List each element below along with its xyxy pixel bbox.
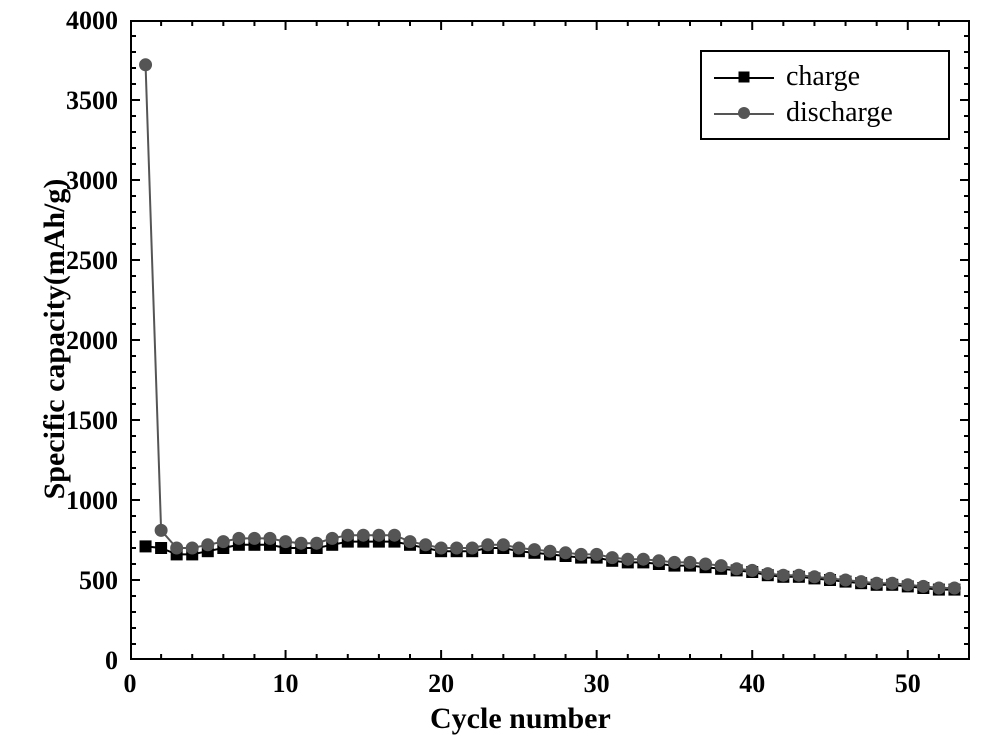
series-marker-discharge xyxy=(840,574,852,586)
legend: charge discharge xyxy=(700,50,950,140)
series-marker-discharge xyxy=(637,553,649,565)
series-marker-discharge xyxy=(560,547,572,559)
y-tick-label: 2000 xyxy=(66,326,118,355)
y-tick-label: 3000 xyxy=(66,166,118,195)
series-marker-discharge xyxy=(513,542,525,554)
series-marker-discharge xyxy=(824,572,836,584)
series-marker-discharge xyxy=(466,542,478,554)
legend-entry-charge: charge xyxy=(714,61,936,93)
series-marker-discharge xyxy=(140,59,152,71)
series-line-discharge xyxy=(146,65,955,588)
series-marker-discharge xyxy=(373,529,385,541)
series-marker-discharge xyxy=(202,539,214,551)
series-marker-discharge xyxy=(171,542,183,554)
series-marker-discharge xyxy=(482,539,494,551)
series-marker-discharge xyxy=(342,529,354,541)
series-marker-discharge xyxy=(186,542,198,554)
series-marker-discharge xyxy=(420,539,432,551)
series-marker-discharge xyxy=(248,532,260,544)
series-marker-discharge xyxy=(155,524,167,536)
y-tick-label: 4000 xyxy=(66,6,118,35)
series-marker-discharge xyxy=(793,569,805,581)
series-marker-discharge xyxy=(451,542,463,554)
series-marker-charge xyxy=(156,543,167,554)
series-marker-discharge xyxy=(808,571,820,583)
x-tick-label: 40 xyxy=(739,669,765,698)
series-marker-discharge xyxy=(544,545,556,557)
series-marker-discharge xyxy=(746,564,758,576)
series-marker-discharge xyxy=(653,555,665,567)
series-marker-discharge xyxy=(528,544,540,556)
legend-label-discharge: discharge xyxy=(786,97,893,129)
capacity-chart: Cycle number Specific capacity(mAh/g) 01… xyxy=(0,0,1000,747)
y-tick-label: 1000 xyxy=(66,486,118,515)
series-marker-discharge xyxy=(731,563,743,575)
x-tick-label: 0 xyxy=(124,669,137,698)
legend-label-charge: charge xyxy=(786,61,860,93)
series-marker-discharge xyxy=(404,536,416,548)
series-marker-discharge xyxy=(233,532,245,544)
series-marker-discharge xyxy=(435,542,447,554)
series-marker-discharge xyxy=(264,532,276,544)
series-marker-discharge xyxy=(280,536,292,548)
series-marker-discharge xyxy=(357,529,369,541)
x-tick-label: 50 xyxy=(895,669,921,698)
series-marker-discharge xyxy=(855,576,867,588)
x-tick-label: 10 xyxy=(273,669,299,698)
x-tick-label: 30 xyxy=(584,669,610,698)
series-marker-discharge xyxy=(933,582,945,594)
series-marker-discharge xyxy=(575,548,587,560)
series-marker-discharge xyxy=(591,548,603,560)
y-tick-label: 0 xyxy=(105,646,118,675)
series-marker-discharge xyxy=(902,579,914,591)
series-marker-discharge xyxy=(311,537,323,549)
series-marker-discharge xyxy=(684,556,696,568)
series-marker-discharge xyxy=(497,539,509,551)
legend-entry-discharge: discharge xyxy=(714,97,936,129)
series-marker-discharge xyxy=(700,558,712,570)
series-marker-discharge xyxy=(777,569,789,581)
y-tick-label: 1500 xyxy=(66,406,118,435)
x-tick-label: 20 xyxy=(428,669,454,698)
series-marker-discharge xyxy=(668,556,680,568)
y-tick-label: 3500 xyxy=(66,86,118,115)
series-marker-discharge xyxy=(217,536,229,548)
y-tick-label: 500 xyxy=(79,566,118,595)
series-marker-charge xyxy=(140,541,151,552)
series-marker-discharge xyxy=(917,580,929,592)
series-marker-discharge xyxy=(762,568,774,580)
series-marker-discharge xyxy=(715,560,727,572)
series-marker-discharge xyxy=(871,577,883,589)
y-tick-label: 2500 xyxy=(66,246,118,275)
series-marker-discharge xyxy=(886,577,898,589)
series-marker-discharge xyxy=(948,582,960,594)
series-marker-discharge xyxy=(606,552,618,564)
series-marker-discharge xyxy=(295,537,307,549)
series-marker-discharge xyxy=(622,553,634,565)
series-marker-discharge xyxy=(326,532,338,544)
series-marker-discharge xyxy=(388,529,400,541)
